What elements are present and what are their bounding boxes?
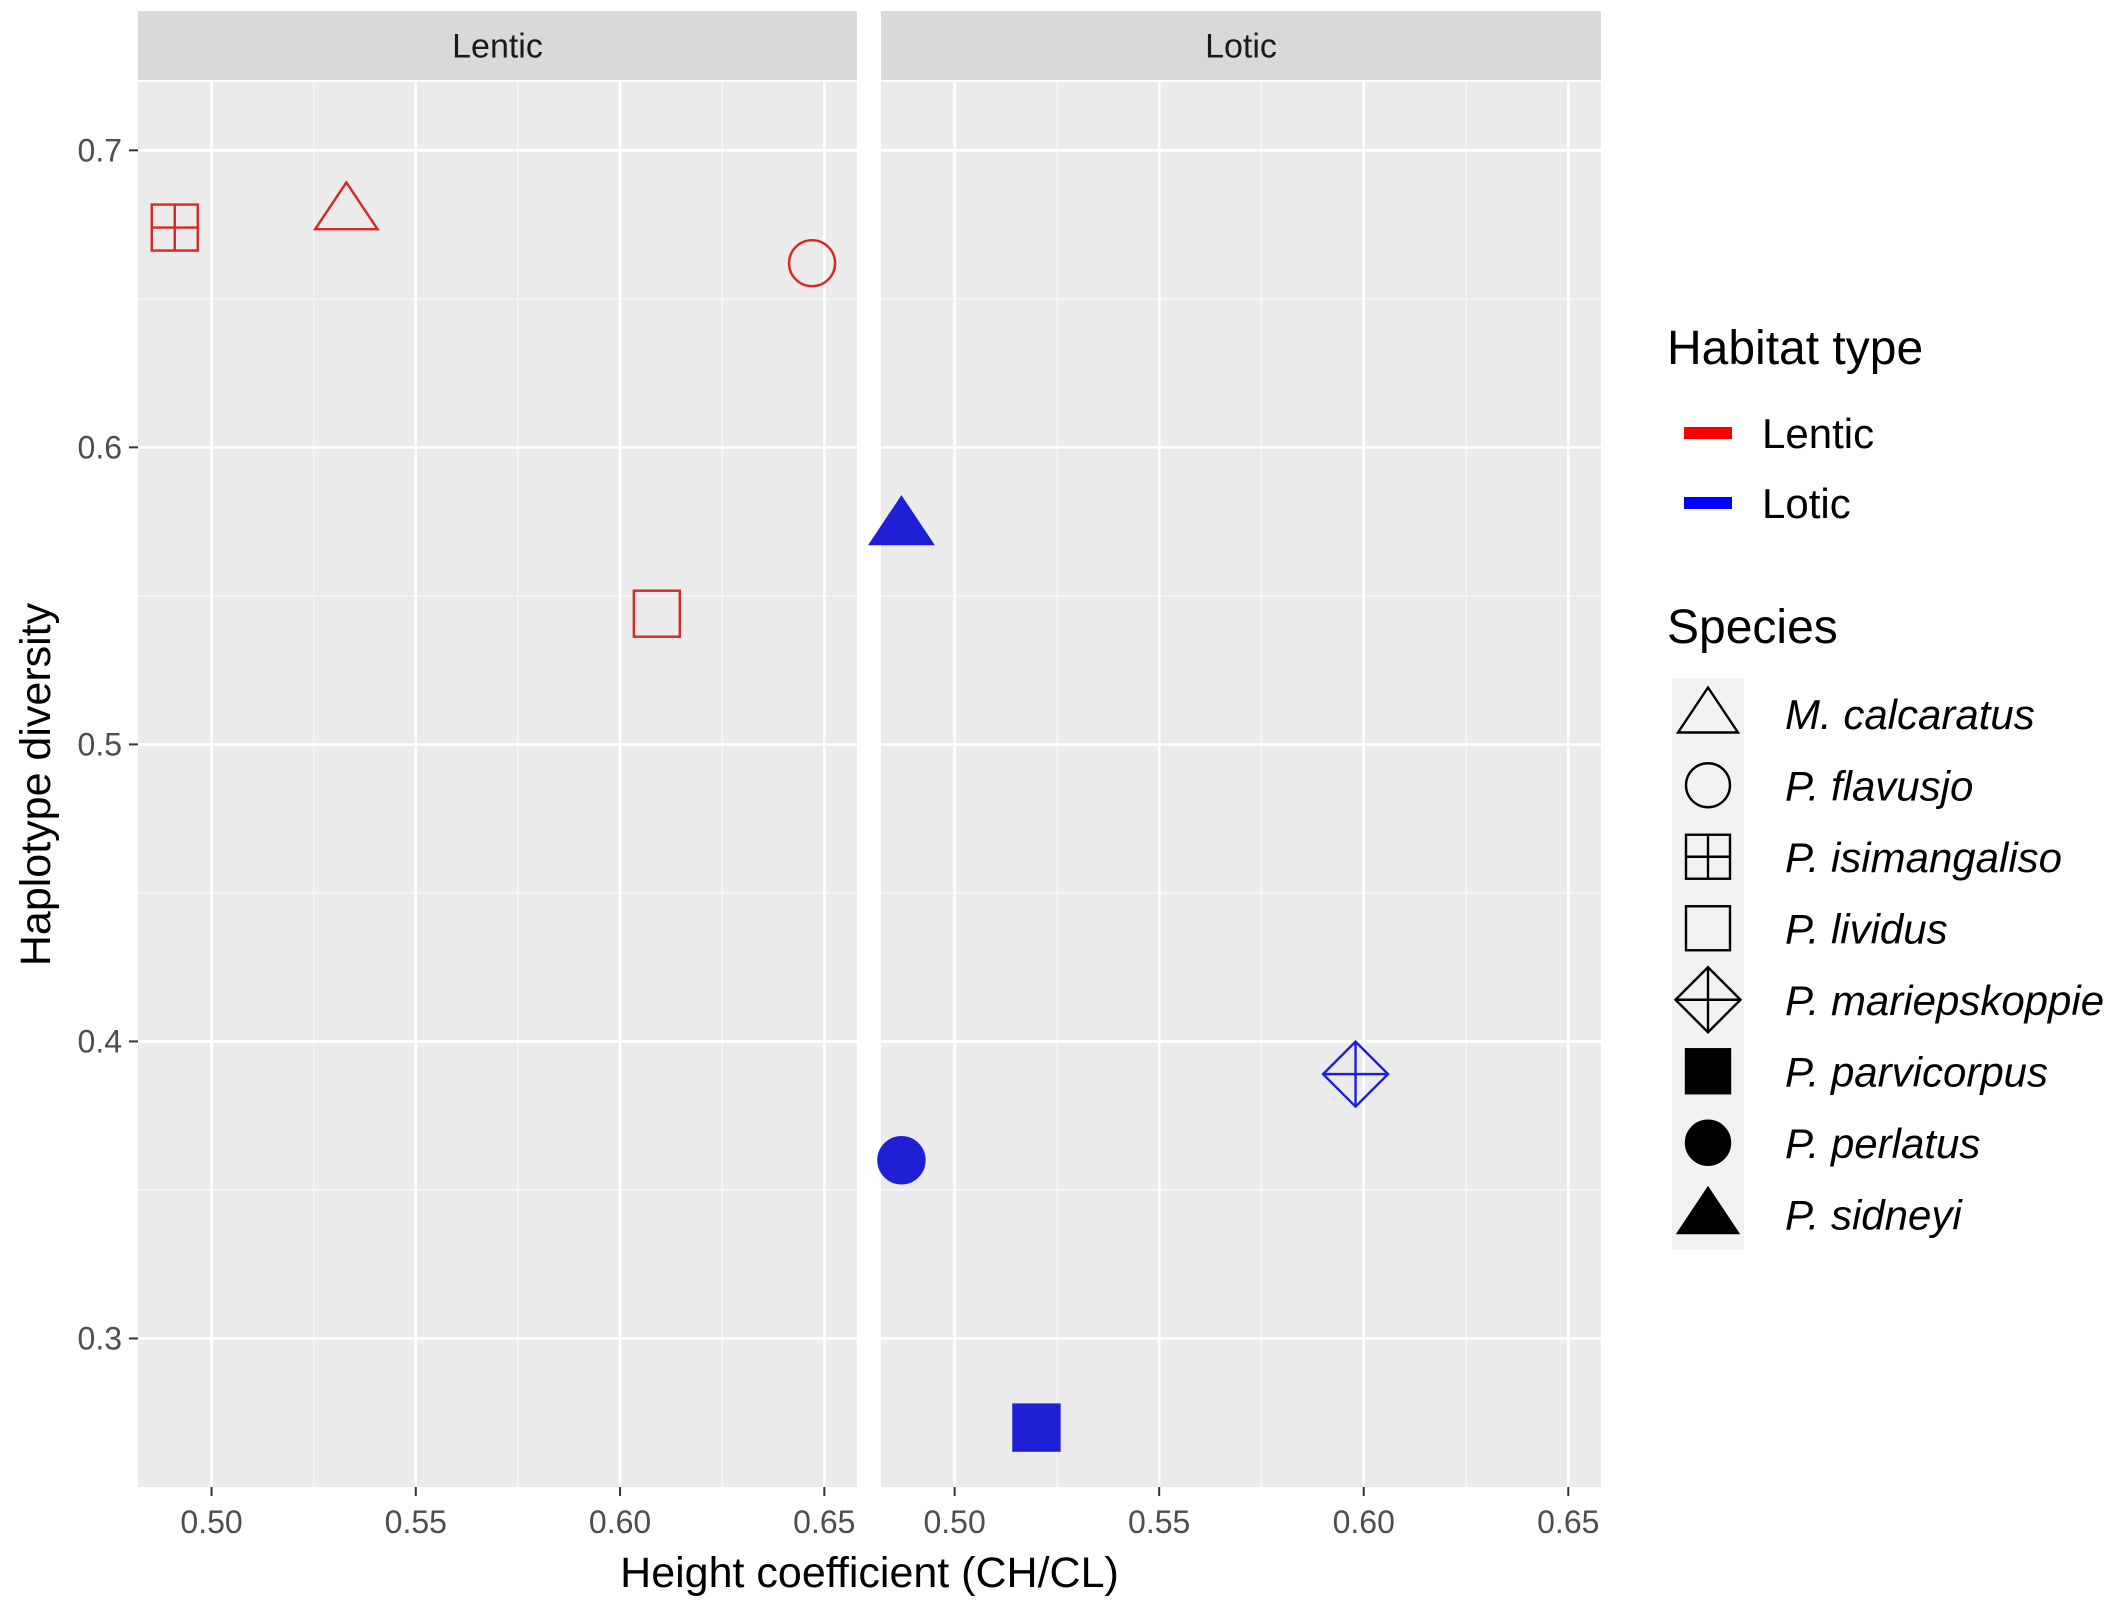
legend-key-p--perlatus: [1684, 1119, 1732, 1166]
legend-title-habitat: Habitat type: [1667, 322, 1923, 375]
legend-key-p--parvicorpus: [1684, 1048, 1732, 1095]
legend-key-p--mariepskoppie: [1673, 965, 1743, 1034]
x-tick-label: 0.50: [180, 1504, 242, 1540]
x-tick-label: 0.55: [385, 1504, 447, 1540]
legend-label-species: P. parvicorpus: [1785, 1048, 2048, 1095]
legend-label-species: P. isimangaliso: [1785, 834, 2062, 881]
legend-label-species: P. flavusjo: [1785, 762, 1973, 809]
y-axis-title: Haplotype diversity: [12, 602, 60, 966]
legend-key-p--isimangaliso: [1684, 833, 1732, 880]
legend-label-lotic: Lotic: [1762, 480, 1851, 527]
x-tick-label: 0.65: [793, 1504, 855, 1540]
x-tick-label: 0.55: [1128, 1504, 1190, 1540]
legend-title-species: Species: [1667, 601, 1838, 654]
legend-key-p--lividus: [1684, 905, 1732, 952]
facet-panel-lotic: Lotic 0.50 0.55 0.60 0.65: [868, 11, 1601, 1540]
data-point-p--flavusjo: [787, 238, 837, 288]
x-tick-label: 0.50: [923, 1504, 985, 1540]
legend-key-lentic: [1684, 427, 1732, 439]
data-point-p--lividus: [632, 589, 682, 638]
y-tick-label: 0.7: [78, 132, 122, 168]
y-tick-label: 0.4: [78, 1023, 122, 1059]
legend-label-lentic: Lentic: [1762, 410, 1874, 457]
y-tick-label: 0.5: [78, 726, 122, 762]
y-tick-label: 0.6: [78, 429, 122, 465]
legend-label-species: P. mariepskoppie: [1785, 977, 2104, 1024]
legend-key-p--flavusjo: [1684, 762, 1732, 809]
legend-label-species: P. perlatus: [1785, 1120, 1980, 1167]
legend-label-species: P. lividus: [1785, 905, 1948, 952]
data-point-p--perlatus: [877, 1136, 926, 1185]
x-tick-label: 0.60: [1333, 1504, 1395, 1540]
panel-background: [881, 82, 1601, 1487]
y-tick-label: 0.3: [78, 1320, 122, 1356]
legend-key-lotic: [1684, 497, 1732, 509]
panel-background: [138, 82, 857, 1487]
x-axis-title: Height coefficient (CH/CL): [620, 1549, 1119, 1597]
data-point-m--calcaratus: [312, 180, 380, 231]
data-point-p--isimangaliso: [150, 203, 199, 252]
facet-strip: [881, 11, 1601, 80]
data-point-p--mariepskoppie: [1321, 1039, 1390, 1109]
legend-key-p--sidneyi: [1675, 1185, 1741, 1235]
legend-label-species: P. sidneyi: [1785, 1191, 1963, 1238]
x-tick-label: 0.65: [1537, 1504, 1599, 1540]
data-point-p--parvicorpus: [1012, 1403, 1061, 1452]
legend-label-species: M. calcaratus: [1785, 691, 2035, 738]
facet-strip: [138, 11, 857, 80]
x-tick-label: 0.60: [589, 1504, 651, 1540]
facet-strip-label: Lotic: [1205, 28, 1277, 66]
legend-key-m--calcaratus: [1675, 685, 1741, 734]
facet-panel-lentic: Lentic 0.50 0.55 0.60 0.65: [138, 11, 857, 1540]
facet-strip-label: Lentic: [452, 28, 543, 66]
data-point-p--sidneyi: [868, 495, 935, 546]
legend: Habitat type Lentic Lotic Species M. calcara…: [1667, 322, 2104, 1250]
